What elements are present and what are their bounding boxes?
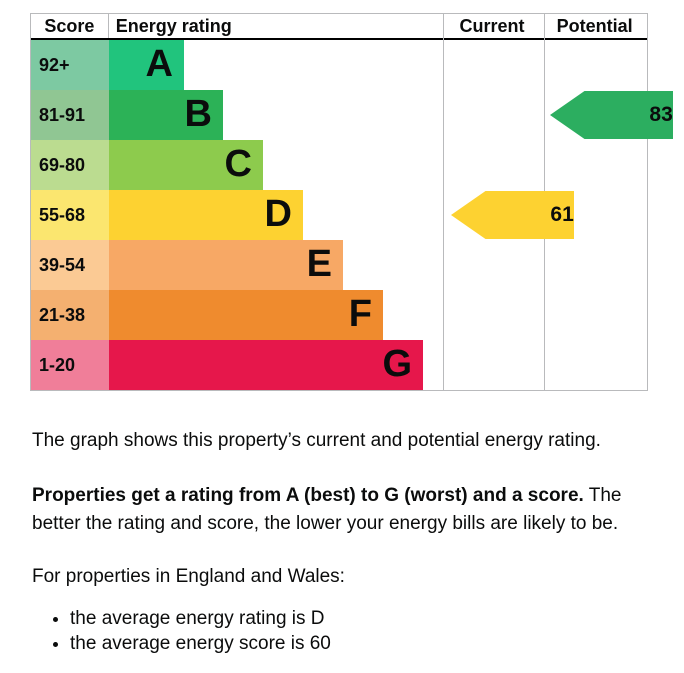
band-score-range-e: 39-54	[31, 240, 109, 290]
band-score-range-f: 21-38	[31, 290, 109, 340]
band-letter-g: G	[382, 343, 412, 385]
band-letter-d: D	[264, 193, 292, 235]
band-bar-c: C	[109, 140, 263, 190]
band-row-d: 55-68 D	[31, 190, 649, 240]
rating-explanation-rest: The better the rating and score, the low…	[32, 485, 622, 534]
band-bar-g: G	[109, 340, 423, 390]
band-row-c: 69-80 C	[31, 140, 649, 190]
band-score-range-g: 1-20	[31, 340, 109, 390]
band-rows: 92+ A 81-91 B 69-80 C 55-68 D 39-54 E 21…	[31, 40, 649, 390]
rating-explanation-bold: Properties get a rating from A (best) to…	[32, 485, 584, 506]
region-note: For properties in England and Wales:	[32, 566, 345, 587]
potential-score: 83	[649, 103, 673, 126]
band-row-e: 39-54 E	[31, 240, 649, 290]
band-letter-a: A	[145, 43, 173, 85]
band-row-f: 21-38 F	[31, 290, 649, 340]
chart-caption: The graph shows this property’s current …	[32, 430, 601, 451]
band-bar-e: E	[109, 240, 343, 290]
band-bar-a: A	[109, 40, 184, 90]
band-score-range-d: 55-68	[31, 190, 109, 240]
band-letter-c: C	[224, 143, 252, 185]
band-letter-e: E	[306, 243, 332, 285]
list-item-average-score: the average energy score is 60	[70, 631, 650, 656]
energy-rating-chart: Score Energy rating Current Potential 92…	[30, 13, 674, 391]
band-bar-f: F	[109, 290, 383, 340]
chart-header-row: Score Energy rating Current Potential	[31, 14, 647, 40]
band-letter-f: F	[348, 293, 372, 335]
column-divider-current	[443, 14, 444, 390]
band-letter-b: B	[184, 93, 212, 135]
band-bar-d: D	[109, 190, 303, 240]
list-item-average-rating: the average energy rating is D	[70, 606, 650, 631]
band-row-a: 92+ A	[31, 40, 649, 90]
current-score: 61	[550, 203, 574, 226]
header-score: Score	[31, 14, 109, 38]
band-score-range-c: 69-80	[31, 140, 109, 190]
header-energy-rating: Energy rating	[115, 16, 232, 36]
band-row-b: 81-91 B	[31, 90, 649, 140]
header-current: Current	[459, 16, 525, 36]
band-bar-b: B	[109, 90, 223, 140]
band-score-range-a: 92+	[31, 40, 109, 90]
averages-list: the average energy rating is D the avera…	[32, 606, 650, 656]
band-score-range-b: 81-91	[31, 90, 109, 140]
band-row-g: 1-20 G	[31, 340, 649, 390]
rating-explanation: Properties get a rating from A (best) to…	[32, 482, 650, 538]
header-potential: Potential	[556, 16, 633, 36]
